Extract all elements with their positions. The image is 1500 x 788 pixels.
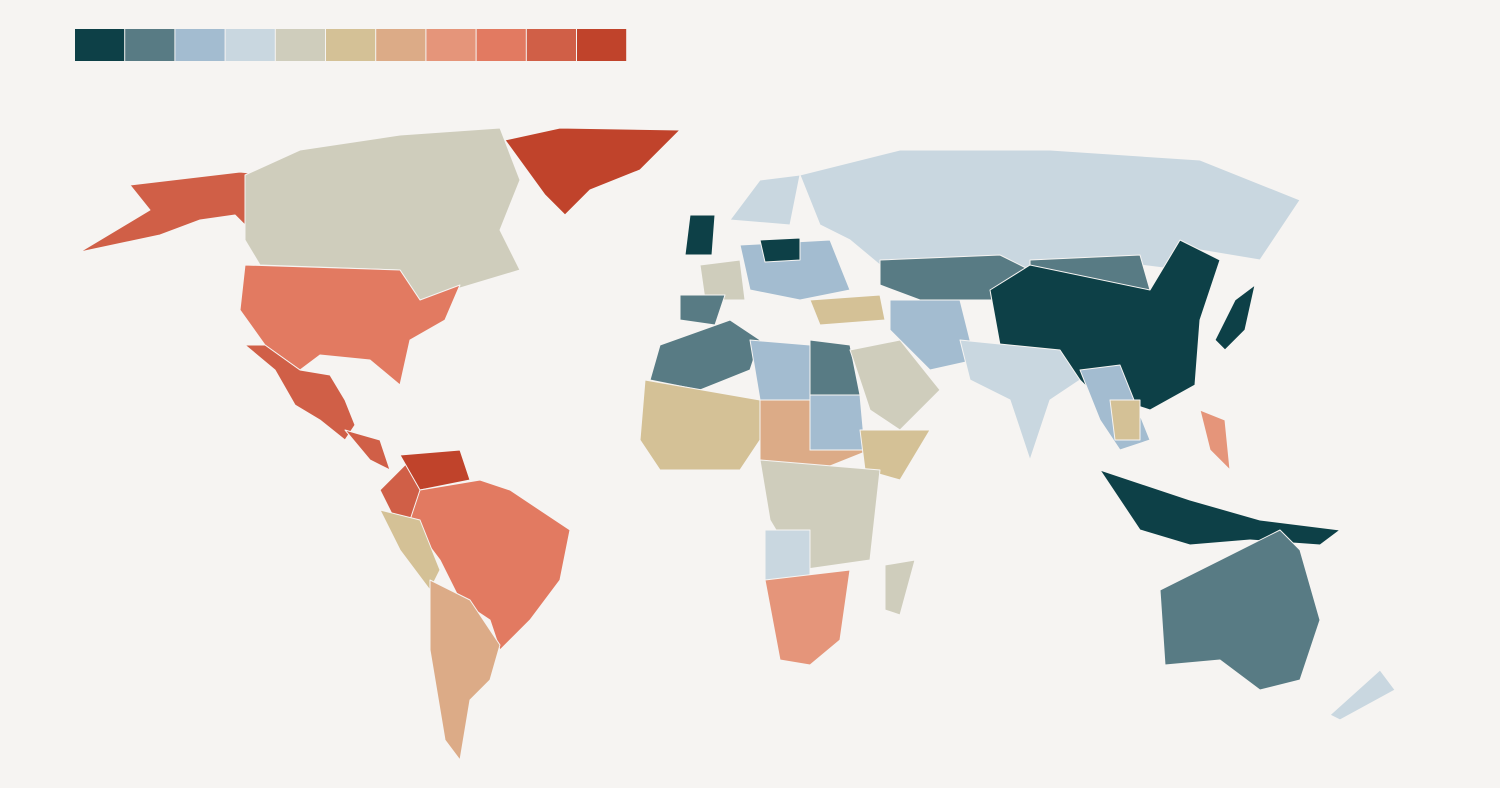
legend-swatch (476, 29, 526, 61)
legend-swatch (577, 29, 627, 61)
legend-swatch (275, 29, 325, 61)
country (849, 339, 941, 431)
country (764, 529, 811, 581)
country (409, 479, 571, 651)
legend-swatch (175, 29, 225, 61)
country (504, 127, 681, 216)
legend-swatch (526, 29, 576, 61)
legend-swatch (326, 29, 376, 61)
country (79, 171, 271, 253)
country (884, 559, 916, 616)
country (429, 579, 501, 761)
country (639, 379, 761, 471)
country (1214, 284, 1256, 351)
legend-swatch (75, 29, 125, 61)
country (809, 394, 866, 451)
legend (75, 29, 627, 61)
country (1329, 669, 1396, 721)
map (79, 127, 1396, 761)
country (764, 569, 851, 666)
country (684, 214, 716, 256)
country (699, 259, 746, 301)
country (859, 429, 931, 481)
country (759, 237, 801, 263)
country (344, 429, 391, 471)
country (809, 339, 861, 396)
country (729, 174, 801, 226)
country (1109, 399, 1141, 441)
legend-swatch (125, 29, 175, 61)
country (379, 509, 441, 591)
country (399, 449, 471, 491)
country (799, 149, 1301, 271)
legend-swatch (426, 29, 476, 61)
country (649, 319, 761, 391)
country (1099, 469, 1341, 546)
country (1199, 409, 1231, 471)
country (244, 344, 356, 441)
country (679, 294, 726, 326)
country (1159, 529, 1321, 691)
legend-swatch (225, 29, 275, 61)
country (959, 339, 1081, 461)
legend-swatch (376, 29, 426, 61)
country (809, 294, 886, 326)
